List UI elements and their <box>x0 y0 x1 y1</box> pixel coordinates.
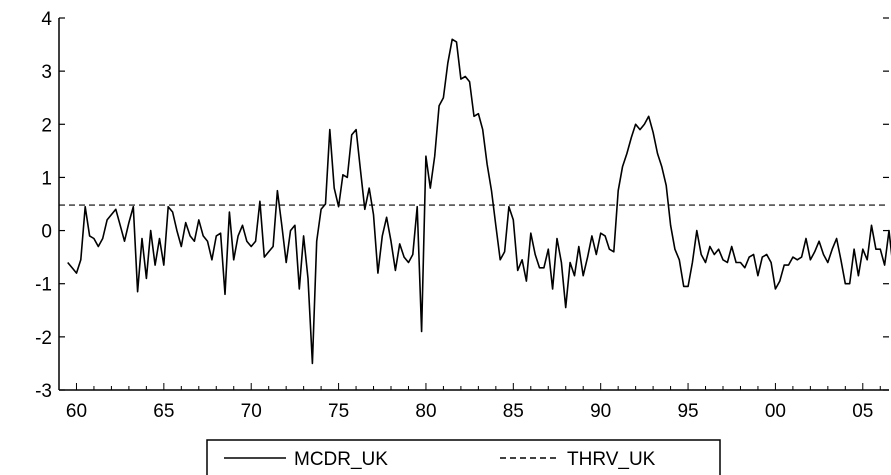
legend: MCDR_UK THRV_UK <box>206 439 721 475</box>
series-lines <box>59 38 891 365</box>
x-tick-label: 95 <box>677 401 698 422</box>
y-tick-label: -2 <box>35 328 52 349</box>
x-tick-label: 60 <box>66 401 87 422</box>
x-tick-label: 75 <box>328 401 349 422</box>
legend-label-mcdr-uk: MCDR_UK <box>294 449 388 470</box>
y-axis-ticks: -3 -2 -1 0 1 2 3 4 <box>35 9 889 402</box>
legend-label-thrv-uk: THRV_UK <box>567 449 656 470</box>
y-tick-label: 3 <box>41 62 52 83</box>
x-tick-label: 05 <box>852 401 873 422</box>
y-tick-label: 0 <box>41 222 52 243</box>
x-tick-label: 80 <box>415 401 436 422</box>
x-tick-label: 65 <box>153 401 174 422</box>
series-line-mcdr-uk <box>67 38 891 365</box>
y-tick-label: 4 <box>41 9 52 30</box>
plot-frame <box>58 18 889 391</box>
x-axis-ticks: 60 65 70 75 80 85 90 95 00 05 <box>58 383 881 422</box>
y-tick-label: -1 <box>35 275 52 296</box>
y-tick-label: 2 <box>41 115 52 136</box>
y-tick-label: -3 <box>35 381 52 402</box>
x-tick-label: 00 <box>765 401 786 422</box>
x-tick-label: 85 <box>503 401 524 422</box>
x-tick-label: 70 <box>241 401 262 422</box>
legend-box <box>206 439 721 475</box>
y-tick-label: 1 <box>41 168 52 189</box>
x-tick-label: 90 <box>590 401 611 422</box>
